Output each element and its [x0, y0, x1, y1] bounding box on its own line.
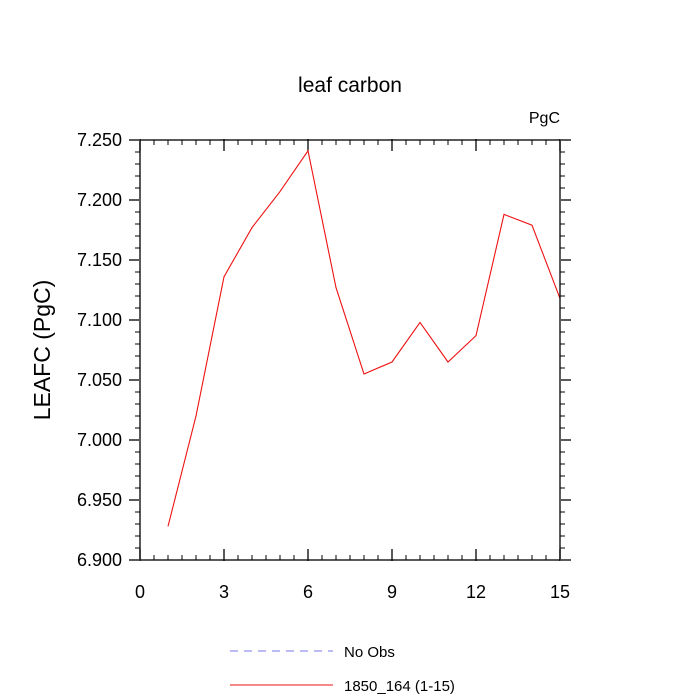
plot-frame	[139, 139, 561, 561]
y-tick-label: 6.950	[77, 490, 122, 510]
units-label: PgC	[529, 110, 560, 127]
minor-ticks	[135, 140, 565, 560]
x-tick-label: 3	[219, 582, 229, 602]
x-tick-label: 15	[550, 582, 570, 602]
y-tick-label: 7.200	[77, 190, 122, 210]
chart-title: leaf carbon	[298, 74, 402, 97]
x-tick-label: 6	[303, 582, 313, 602]
y-tick-label: 7.150	[77, 250, 122, 270]
y-tick-label: 7.250	[77, 130, 122, 150]
major-ticks	[129, 139, 571, 561]
y-tick-label: 7.100	[77, 310, 122, 330]
legend-label-0: No Obs	[344, 644, 395, 661]
legend-label-1: 1850_164 (1-15)	[344, 678, 455, 695]
y-tick-label: 6.900	[77, 550, 122, 570]
series-line-1	[167, 149, 561, 527]
legend: No Obs 1850_164 (1-15)	[230, 644, 455, 695]
x-tick-label: 0	[135, 582, 145, 602]
y-axis-label: LEAFC (PgC)	[29, 280, 55, 421]
plot-lines	[167, 149, 561, 527]
tick-labels: 0 3 6 9 12 15 6.900 6.950 7.000 7.050 7.100 7.150 7.…	[77, 130, 570, 602]
x-tick-label: 12	[466, 582, 486, 602]
x-tick-label: 9	[387, 582, 397, 602]
y-tick-label: 7.050	[77, 370, 122, 390]
y-tick-label: 7.000	[77, 430, 122, 450]
